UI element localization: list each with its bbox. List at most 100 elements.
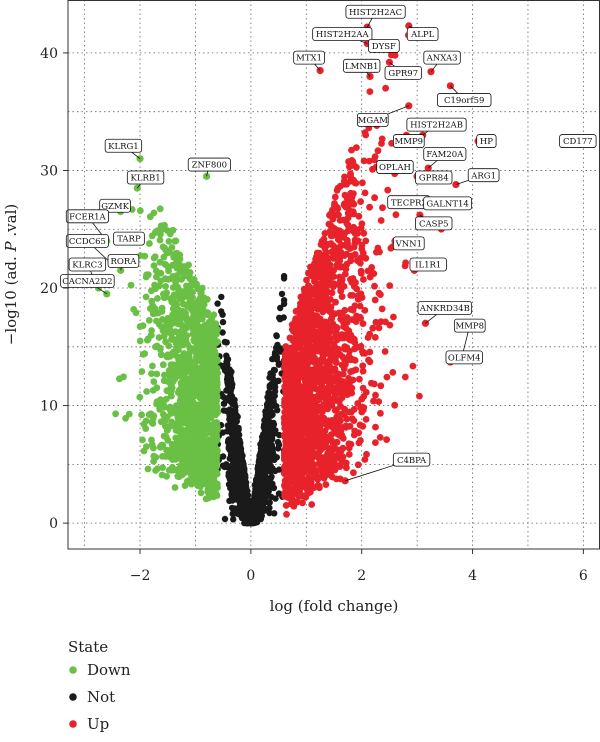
not-point <box>253 477 260 485</box>
up-point <box>311 314 318 322</box>
down-point <box>173 346 181 354</box>
gene-label: IL1R1 <box>415 261 441 271</box>
up-point <box>286 478 294 486</box>
x-tick-label: 0 <box>246 568 255 584</box>
up-point <box>306 287 314 294</box>
up-point <box>351 345 358 353</box>
y-axis-title-part-1: −log10 (ad. <box>2 251 20 345</box>
not-point <box>221 515 229 523</box>
up-point <box>321 394 329 402</box>
up-point <box>391 401 399 409</box>
down-point <box>175 422 183 429</box>
up-point <box>341 333 348 340</box>
down-point <box>166 370 174 377</box>
x-tick-label: −2 <box>130 568 151 584</box>
down-point <box>205 494 213 502</box>
down-point <box>138 368 146 375</box>
not-point <box>257 469 264 476</box>
up-point <box>329 463 337 471</box>
x-tick-label: 4 <box>468 568 477 584</box>
up-point <box>321 461 329 469</box>
up-point <box>337 402 344 410</box>
down-point <box>171 484 179 491</box>
gene-label: RORA <box>110 257 137 267</box>
down-point <box>177 354 184 361</box>
not-point <box>273 332 280 339</box>
up-point <box>362 131 370 139</box>
down-point <box>178 471 186 479</box>
up-point <box>333 438 341 446</box>
down-point <box>180 404 188 411</box>
not-point <box>261 420 269 428</box>
up-point <box>337 455 344 463</box>
up-point <box>390 313 397 321</box>
up-point <box>366 330 373 338</box>
down-point <box>193 427 201 434</box>
up-point <box>372 439 379 446</box>
up-point <box>359 179 366 187</box>
not-point <box>261 437 268 445</box>
down-point <box>145 317 153 324</box>
gene-label: KLRG1 <box>108 142 139 152</box>
down-point <box>177 379 185 387</box>
gene-label: HIST2H2AC <box>349 8 402 18</box>
not-point <box>219 429 226 436</box>
up-point <box>282 390 289 397</box>
down-point <box>208 473 216 481</box>
down-point <box>210 311 218 319</box>
up-point <box>305 269 312 277</box>
down-point <box>194 443 202 450</box>
down-point <box>204 467 212 474</box>
down-point <box>148 232 156 240</box>
gene-label: C19orf59 <box>444 96 484 106</box>
up-point <box>309 263 317 271</box>
up-point <box>342 422 350 430</box>
down-point <box>186 304 194 311</box>
not-point <box>270 484 278 492</box>
down-point <box>207 337 215 344</box>
gene-label: ANKRD34B <box>419 304 470 314</box>
down-point <box>160 253 168 261</box>
not-point <box>223 339 230 346</box>
down-point <box>162 395 170 403</box>
down-point <box>145 411 153 418</box>
down-point <box>190 467 198 474</box>
up-point <box>326 305 334 312</box>
down-point <box>192 432 200 440</box>
down-point <box>150 254 158 262</box>
up-point <box>366 273 374 281</box>
down-point <box>168 334 176 342</box>
not-point <box>266 428 273 435</box>
down-point <box>159 361 167 369</box>
up-point <box>336 273 343 281</box>
y-tick-label: 0 <box>49 516 58 532</box>
down-point <box>156 396 164 404</box>
up-point <box>350 431 358 439</box>
up-point <box>325 271 333 279</box>
up-point <box>369 324 377 332</box>
down-point <box>181 482 189 489</box>
up-point <box>389 369 397 376</box>
up-point <box>305 393 312 401</box>
up-point <box>381 348 389 355</box>
down-point <box>148 370 155 377</box>
up-point <box>306 402 314 410</box>
gene-label: LMNB1 <box>345 62 378 72</box>
gene-label: MGAM <box>358 116 389 126</box>
down-point <box>180 292 188 300</box>
not-point <box>276 431 283 439</box>
up-point <box>312 274 320 282</box>
down-point <box>199 300 206 308</box>
not-point <box>241 493 249 501</box>
up-point <box>325 377 333 385</box>
down-point <box>207 324 214 331</box>
down-point <box>208 373 216 381</box>
up-point <box>295 426 303 433</box>
up-point <box>341 361 349 368</box>
gene-label: FAM20A <box>426 150 464 160</box>
up-point <box>357 198 364 206</box>
up-point <box>392 211 400 219</box>
down-point <box>164 436 172 444</box>
down-point <box>144 336 151 344</box>
down-point <box>211 430 219 437</box>
